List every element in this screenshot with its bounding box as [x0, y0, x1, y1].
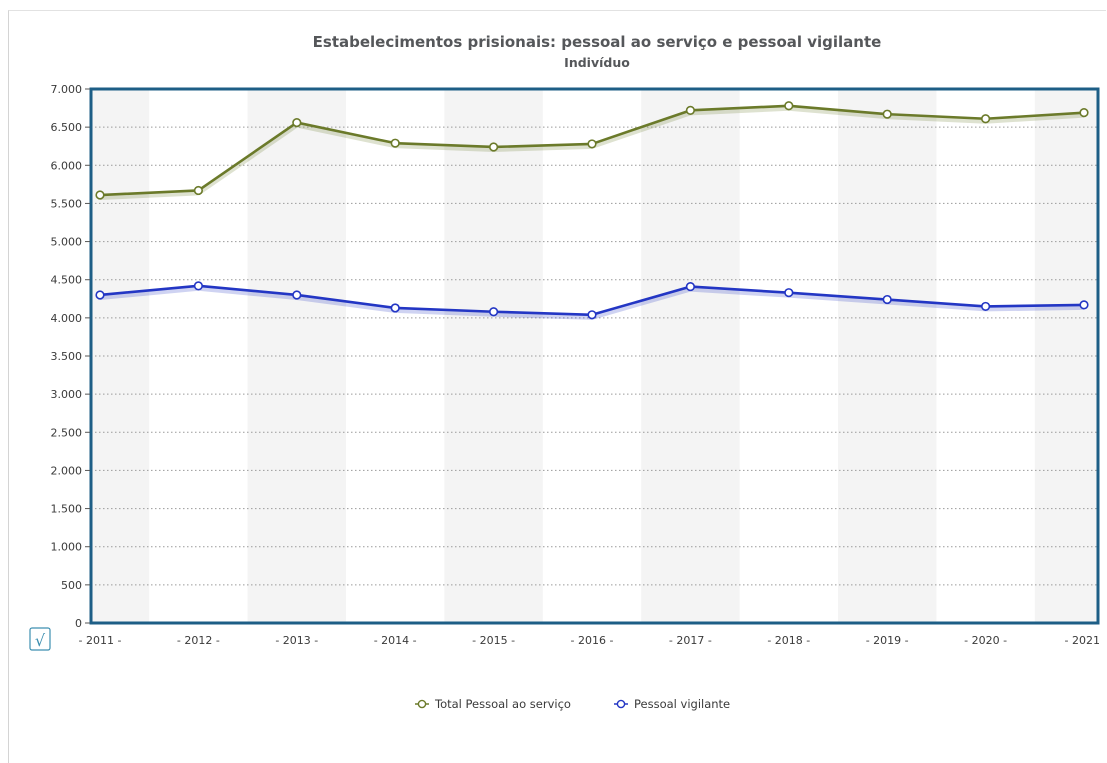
x-tick-label: - 2012 - — [177, 634, 220, 647]
plot-area-border — [89, 87, 1100, 625]
x-tick-label: - 2011 - — [79, 634, 122, 647]
legend-item-2[interactable]: Pessoal vigilante — [614, 697, 730, 711]
data-point[interactable] — [587, 310, 597, 320]
data-point[interactable] — [292, 290, 302, 300]
y-tick-label: 5.000 — [51, 236, 83, 249]
chart-frame — [8, 10, 1106, 763]
checkbox[interactable]: √ — [29, 627, 51, 651]
chart-title: Estabelecimentos prisionais: pessoal ao … — [313, 33, 882, 51]
data-point[interactable] — [489, 142, 499, 152]
x-tick-label: - 2020 - — [964, 634, 1007, 647]
data-point[interactable] — [685, 105, 696, 115]
x-tick-label: - 2018 - — [767, 634, 810, 647]
checkbox-box[interactable] — [29, 627, 51, 651]
x-tick-label: - 2013 - — [275, 634, 318, 647]
legend-marker-icon — [616, 699, 626, 709]
y-tick-label: 5.500 — [51, 197, 83, 210]
y-tick-label: 4.500 — [51, 274, 83, 287]
data-point[interactable] — [292, 117, 302, 128]
y-tick-label: 3.000 — [51, 388, 83, 401]
y-tick-label: 6.000 — [51, 159, 83, 172]
x-tick-label: - 2017 - — [669, 634, 712, 647]
data-point[interactable] — [980, 114, 991, 124]
data-point[interactable] — [1079, 108, 1089, 118]
data-point[interactable] — [882, 294, 892, 305]
data-point[interactable] — [95, 290, 105, 300]
legend-label: Pessoal vigilante — [634, 697, 730, 711]
x-tick-label: - 2021 — [1065, 634, 1100, 647]
data-point[interactable] — [95, 190, 105, 200]
data-point[interactable] — [489, 307, 499, 317]
x-axis: - 2011 - - 2012 - - 2013 - - 2014 - - 2015 -… — [79, 634, 1100, 647]
checkmark-icon: √ — [35, 631, 46, 650]
legend: Total Pessoal ao serviço Pessoal vigilant… — [415, 697, 730, 711]
y-tick-label: 2.500 — [51, 426, 83, 439]
data-point[interactable] — [685, 281, 696, 292]
legend-item-1[interactable]: Total Pessoal ao serviço — [415, 697, 571, 711]
y-tick-label: 500 — [61, 579, 82, 592]
data-point[interactable] — [1079, 300, 1089, 310]
y-tick-label: 3.500 — [51, 350, 83, 363]
y-axis: 0 500 1.000 1.500 2.000 2.500 3.000 3.500 4.000 4… — [51, 83, 90, 630]
y-tick-label: 6.500 — [51, 121, 83, 134]
data-point[interactable] — [390, 138, 400, 148]
y-tick-label: 7.000 — [51, 83, 83, 96]
x-tick-label: - 2019 - — [866, 634, 909, 647]
data-point[interactable] — [390, 303, 400, 313]
series-layer — [95, 101, 1089, 320]
legend-label: Total Pessoal ao serviço — [434, 697, 571, 711]
data-point[interactable] — [193, 281, 203, 291]
series-1 — [95, 101, 1089, 201]
data-point[interactable] — [980, 301, 991, 312]
data-point[interactable] — [784, 288, 794, 298]
x-tick-label: - 2014 - — [374, 634, 417, 647]
x-tick-label: - 2016 - — [571, 634, 614, 647]
data-point[interactable] — [587, 139, 597, 149]
column-band — [444, 89, 543, 623]
data-point[interactable] — [784, 101, 794, 111]
chart-subtitle: Indivíduo — [564, 55, 630, 70]
y-tick-label: 4.000 — [51, 312, 83, 325]
y-tick-label: 1.500 — [51, 503, 83, 516]
series-2 — [95, 281, 1089, 320]
data-point[interactable] — [193, 185, 203, 196]
x-tick-label: - 2015 - — [472, 634, 515, 647]
data-point[interactable] — [882, 109, 892, 119]
y-tick-label: 2.000 — [51, 464, 83, 477]
y-tick-label: 1.000 — [51, 541, 83, 554]
column-bands — [91, 89, 1098, 623]
legend-marker-icon — [417, 699, 427, 709]
gridlines — [91, 126, 1098, 586]
y-tick-label: 0 — [75, 617, 82, 630]
